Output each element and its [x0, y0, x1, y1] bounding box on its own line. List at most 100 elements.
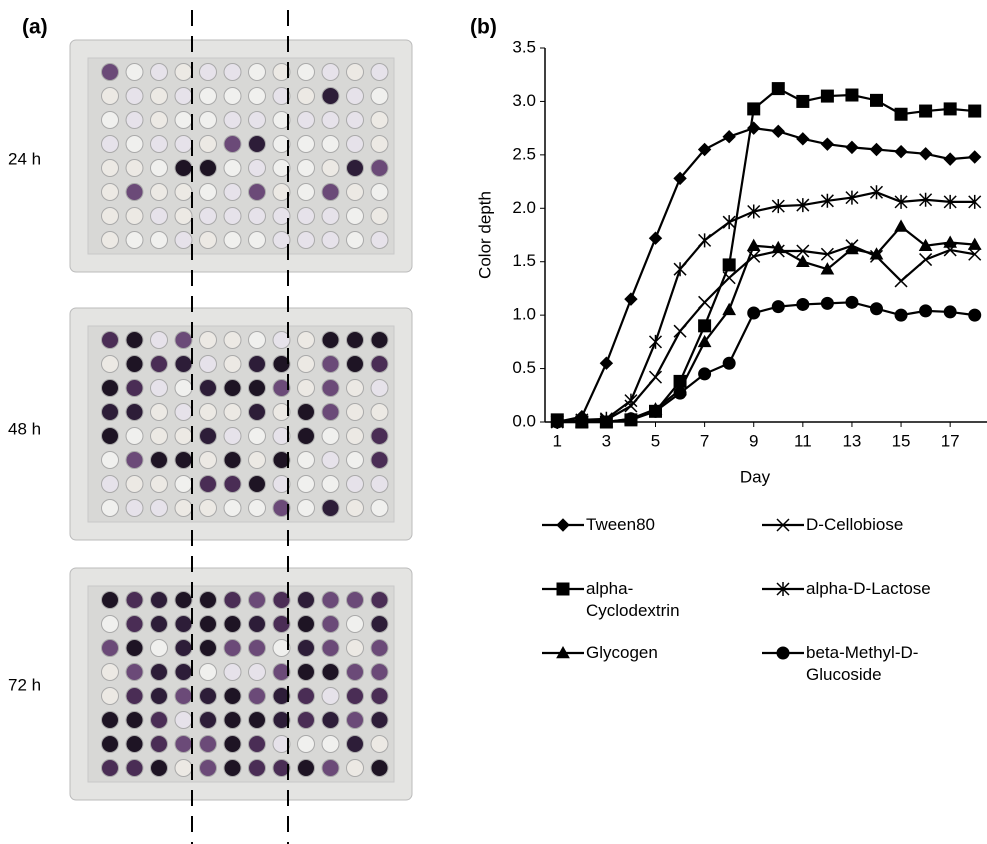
well: [321, 687, 340, 705]
marker: [747, 249, 761, 263]
well: [150, 499, 168, 517]
well: [125, 735, 144, 753]
well: [125, 159, 144, 177]
marker: [894, 194, 908, 209]
marker: [698, 295, 712, 309]
well: [272, 427, 291, 445]
well: [101, 159, 119, 177]
well: [370, 207, 389, 225]
well: [272, 687, 291, 705]
marker: [919, 304, 933, 318]
well: [248, 87, 266, 105]
marker: [870, 302, 883, 316]
well: [321, 591, 340, 609]
well: [150, 591, 168, 609]
marker: [599, 415, 613, 429]
marker: [869, 142, 884, 157]
well: [223, 663, 242, 681]
well: [150, 403, 168, 421]
marker: [771, 244, 785, 258]
y-tick-label: 1.0: [512, 305, 536, 324]
well: [101, 135, 119, 153]
marker: [845, 88, 859, 102]
marker: [894, 274, 908, 288]
marker: [556, 645, 570, 659]
well: [223, 331, 242, 349]
well: [125, 379, 144, 397]
well: [174, 379, 193, 397]
well: [248, 231, 266, 249]
well: [150, 759, 168, 777]
marker: [968, 104, 982, 118]
marker: [697, 142, 712, 157]
marker: [722, 215, 736, 230]
well: [174, 687, 193, 705]
well: [370, 451, 389, 469]
well: [248, 135, 266, 153]
well: [150, 159, 168, 177]
marker: [795, 254, 810, 268]
marker: [771, 124, 785, 139]
well: [272, 355, 291, 373]
legend-label: Tween80: [586, 515, 655, 534]
marker: [673, 262, 687, 277]
well: [297, 639, 315, 657]
well: [150, 735, 168, 753]
series-line: [557, 244, 975, 424]
marker: [575, 415, 589, 429]
well: [272, 451, 291, 469]
well: [101, 591, 119, 609]
well: [370, 687, 389, 705]
well: [199, 663, 217, 681]
well: [125, 639, 144, 657]
legend-item: alpha-Cyclodextrin: [540, 578, 721, 622]
marker: [747, 306, 761, 320]
well: [272, 63, 291, 81]
well: [321, 355, 340, 373]
y-tick-label: 2.5: [512, 144, 536, 163]
well: [272, 615, 291, 633]
well: [321, 451, 340, 469]
well: [174, 591, 193, 609]
well: [125, 63, 144, 81]
marker: [845, 140, 859, 155]
well: [101, 475, 119, 493]
marker: [943, 243, 957, 257]
well: [223, 231, 242, 249]
well: [346, 63, 364, 81]
well: [223, 499, 242, 517]
marker: [919, 192, 933, 207]
well: [297, 591, 315, 609]
well: [223, 639, 242, 657]
well: [223, 183, 242, 201]
well: [297, 615, 315, 633]
well: [297, 379, 315, 397]
well: [297, 331, 315, 349]
well: [125, 687, 144, 705]
well: [346, 639, 364, 657]
marker: [771, 82, 785, 96]
well: [101, 207, 119, 225]
well: [272, 735, 291, 753]
well: [150, 207, 168, 225]
y-tick-label: 0.0: [512, 411, 536, 430]
well: [174, 355, 193, 373]
marker: [796, 94, 810, 108]
well: [297, 355, 315, 373]
legend-item: D-Cellobiose: [760, 514, 941, 536]
well: [346, 735, 364, 753]
well: [174, 735, 193, 753]
legend-item: Tween80: [540, 514, 721, 536]
well: [174, 499, 193, 517]
well: [346, 403, 364, 421]
well: [125, 207, 144, 225]
well: [297, 159, 315, 177]
well: [223, 735, 242, 753]
well: [199, 379, 217, 397]
marker: [698, 319, 712, 333]
marker: [869, 249, 884, 263]
legend-item: Glycogen: [540, 642, 721, 664]
well: [150, 687, 168, 705]
well: [248, 111, 266, 129]
